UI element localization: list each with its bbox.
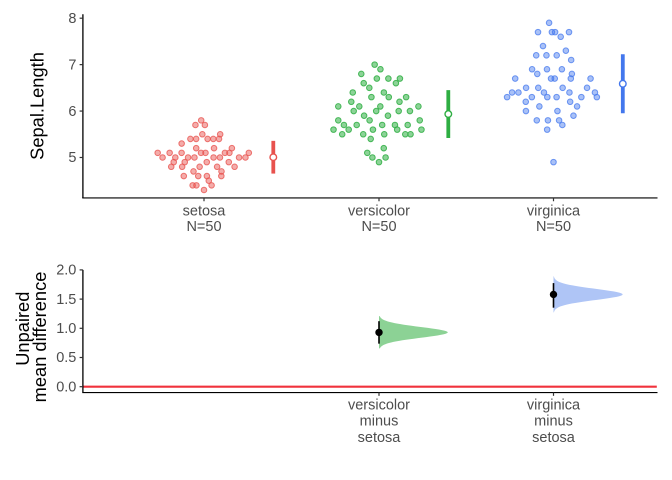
svg-text:1.0: 1.0	[56, 321, 76, 337]
svg-text:2.0: 2.0	[56, 263, 76, 279]
svg-text:1.5: 1.5	[56, 292, 76, 308]
svg-text:N=50: N=50	[186, 219, 221, 235]
svg-text:minus: minus	[360, 414, 399, 430]
svg-text:setosa: setosa	[532, 430, 576, 446]
svg-text:mean difference: mean difference	[29, 272, 50, 403]
svg-text:6: 6	[68, 104, 76, 120]
svg-text:versicolor: versicolor	[348, 204, 410, 220]
svg-text:minus: minus	[534, 414, 573, 430]
svg-text:N=50: N=50	[536, 219, 571, 235]
svg-text:Unpaired: Unpaired	[12, 292, 33, 366]
svg-text:setosa: setosa	[183, 204, 227, 220]
svg-text:N=50: N=50	[361, 219, 396, 235]
svg-text:versicolor: versicolor	[348, 397, 410, 413]
svg-text:8: 8	[68, 11, 76, 27]
svg-text:virginica: virginica	[527, 204, 581, 220]
svg-text:0.0: 0.0	[56, 379, 76, 395]
svg-text:Sepal.Length: Sepal.Length	[27, 52, 48, 160]
svg-text:virginica: virginica	[527, 397, 581, 413]
svg-text:setosa: setosa	[358, 430, 402, 446]
svg-text:5: 5	[68, 150, 76, 166]
svg-text:7: 7	[68, 57, 76, 73]
svg-text:0.5: 0.5	[56, 350, 76, 366]
